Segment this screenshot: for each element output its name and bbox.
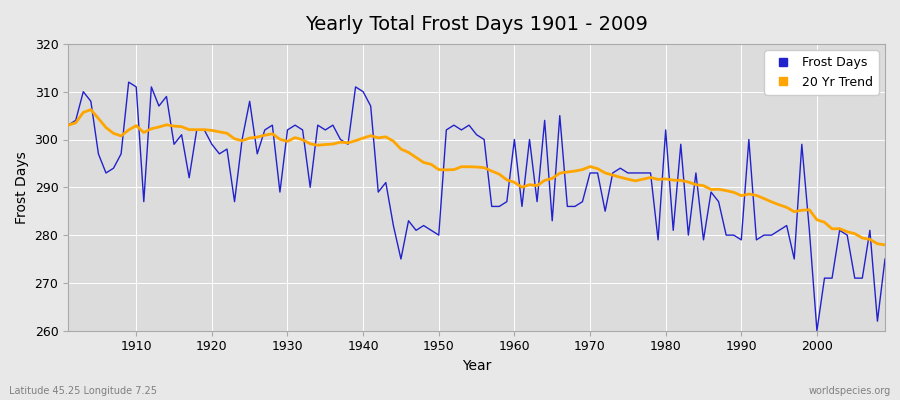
Text: Latitude 45.25 Longitude 7.25: Latitude 45.25 Longitude 7.25: [9, 386, 157, 396]
Text: worldspecies.org: worldspecies.org: [809, 386, 891, 396]
Y-axis label: Frost Days: Frost Days: [15, 151, 29, 224]
Title: Yearly Total Frost Days 1901 - 2009: Yearly Total Frost Days 1901 - 2009: [305, 15, 648, 34]
X-axis label: Year: Year: [462, 359, 491, 373]
Legend: Frost Days, 20 Yr Trend: Frost Days, 20 Yr Trend: [764, 50, 878, 95]
